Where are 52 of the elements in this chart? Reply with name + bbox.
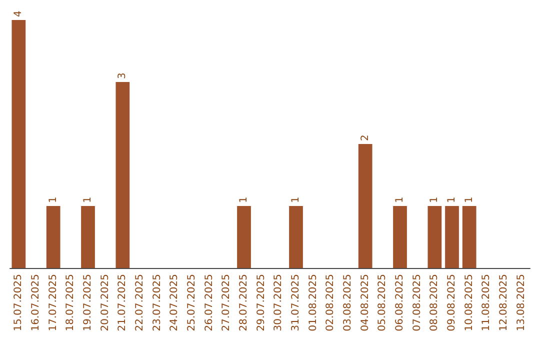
bar: [393, 206, 407, 268]
x-tick-label: 20.07.2025: [100, 274, 111, 332]
x-tick-label: 02.08.2025: [325, 274, 336, 332]
data-label: 1: [82, 196, 94, 203]
data-label: 3: [117, 72, 128, 79]
x-tick-label: 13.08.2025: [516, 274, 527, 332]
data-label: 1: [429, 196, 440, 203]
x-tick-label: 15.07.2025: [13, 274, 24, 332]
x-tick-label: 08.08.2025: [429, 274, 440, 332]
bar: [358, 144, 372, 268]
x-tick-label: 06.08.2025: [394, 274, 406, 332]
x-tick-label: 26.07.2025: [204, 274, 215, 332]
x-tick-label: 01.08.2025: [308, 274, 319, 332]
x-tick-label: 16.07.2025: [30, 274, 42, 332]
data-label: 2: [360, 134, 371, 141]
x-tick-label: 19.07.2025: [82, 274, 94, 332]
bar: [237, 206, 251, 268]
x-tick-label: 21.07.2025: [117, 274, 128, 332]
x-tick-label: 03.08.2025: [342, 274, 354, 332]
x-tick-label: 31.07.2025: [290, 274, 302, 332]
bar: [81, 206, 95, 268]
data-label: 1: [290, 196, 302, 203]
data-label: 1: [48, 196, 59, 203]
x-tick-label: 23.07.2025: [152, 274, 163, 332]
data-label: 4: [13, 10, 24, 17]
data-label: 1: [394, 196, 406, 203]
x-tick-label: 29.07.2025: [256, 274, 267, 332]
bar: [445, 206, 459, 268]
x-tick-label: 11.08.2025: [481, 274, 492, 332]
x-tick-label: 25.07.2025: [186, 274, 198, 332]
x-tick-label: 07.08.2025: [412, 274, 423, 332]
data-label: 1: [238, 196, 250, 203]
bar: [289, 206, 303, 268]
x-tick-label: 18.07.2025: [65, 274, 76, 332]
data-label: 1: [464, 196, 475, 203]
bar: [428, 206, 442, 268]
bar: [46, 206, 60, 268]
bar: [12, 20, 26, 268]
bar: [116, 82, 130, 268]
x-tick-label: 04.08.2025: [360, 274, 371, 332]
x-tick-label: 09.08.2025: [446, 274, 458, 332]
x-tick-label: 17.07.2025: [48, 274, 59, 332]
x-tick-label: 27.07.2025: [221, 274, 232, 332]
x-tick-label: 24.07.2025: [169, 274, 180, 332]
bar: [462, 206, 476, 268]
x-tick-label: 12.08.2025: [498, 274, 510, 332]
x-tick-label: 30.07.2025: [273, 274, 284, 332]
x-tick-label: 28.07.2025: [238, 274, 250, 332]
x-tick-label: 22.07.2025: [134, 274, 146, 332]
x-tick-label: 05.08.2025: [377, 274, 388, 332]
data-label: 1: [446, 196, 458, 203]
x-tick-label: 10.08.2025: [464, 274, 475, 332]
